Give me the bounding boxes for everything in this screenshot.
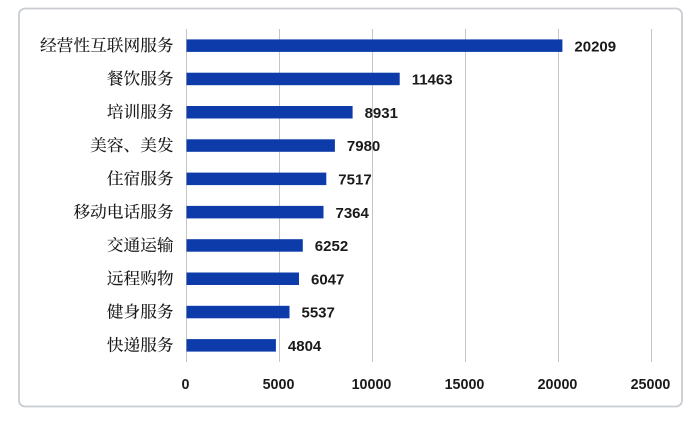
svg-text:7517: 7517 <box>338 172 371 189</box>
svg-text:4804: 4804 <box>288 338 322 355</box>
svg-text:7364: 7364 <box>336 205 370 222</box>
svg-text:5537: 5537 <box>302 305 335 322</box>
svg-text:10000: 10000 <box>352 377 392 393</box>
svg-text:11463: 11463 <box>412 72 453 89</box>
svg-text:6047: 6047 <box>311 271 344 288</box>
svg-text:7980: 7980 <box>347 138 380 155</box>
svg-text:5000: 5000 <box>263 377 295 393</box>
svg-text:8931: 8931 <box>365 105 398 122</box>
svg-text:15000: 15000 <box>445 377 485 393</box>
svg-text:25000: 25000 <box>631 377 671 393</box>
svg-text:20209: 20209 <box>574 38 616 55</box>
svg-text:0: 0 <box>182 377 190 393</box>
svg-text:20000: 20000 <box>538 377 578 393</box>
svg-text:6252: 6252 <box>315 238 348 255</box>
